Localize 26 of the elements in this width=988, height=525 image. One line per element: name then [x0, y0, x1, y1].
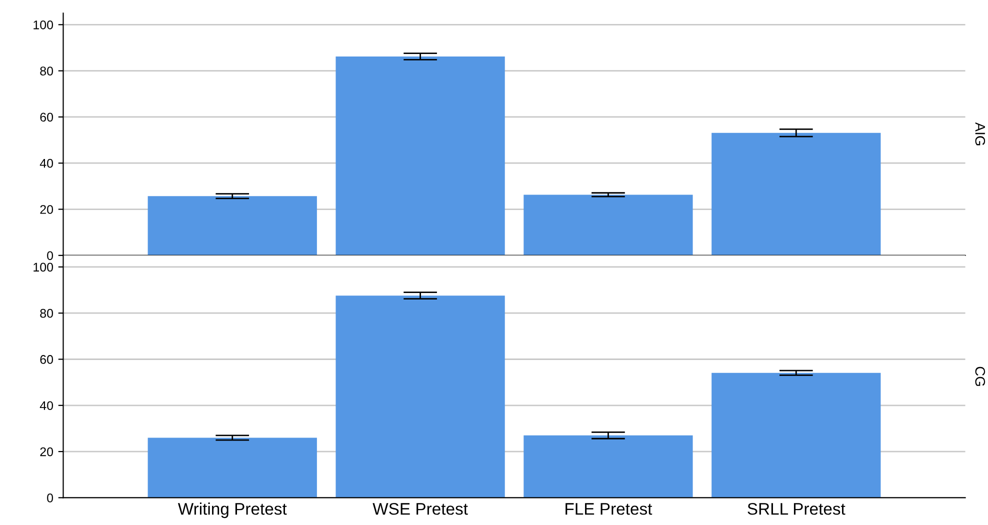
bar — [336, 56, 505, 256]
y-tick-label: 40 — [40, 401, 54, 410]
x-tick-label: SRLL Pretest — [748, 503, 846, 515]
y-tick-label: 20 — [40, 447, 54, 456]
bar — [712, 132, 881, 256]
bar — [148, 438, 317, 498]
y-tick-label: 40 — [40, 158, 54, 168]
y-tick-label: 80 — [40, 308, 54, 318]
x-tick-label: WSE Pretest — [372, 503, 468, 515]
text: AIG — [975, 122, 986, 146]
y-tick-label: 80 — [40, 66, 54, 76]
y-tick-label: 100 — [34, 262, 54, 272]
bar — [336, 296, 505, 498]
bar — [148, 196, 317, 256]
x-tick-label: FLE Pretest — [566, 503, 652, 515]
y-tick-label: 0 — [47, 494, 54, 502]
bar — [712, 372, 881, 498]
y-tick-label: 20 — [40, 205, 54, 214]
x-tick-label: Writing Pretest — [178, 502, 287, 518]
y-tick-label: 60 — [40, 112, 54, 122]
bar — [524, 194, 693, 256]
bar — [524, 435, 693, 498]
y-tick-label: 0 — [47, 251, 54, 260]
y-tick-label: 100 — [34, 20, 54, 30]
text: CG — [975, 366, 986, 386]
y-tick-label: 60 — [40, 355, 54, 364]
